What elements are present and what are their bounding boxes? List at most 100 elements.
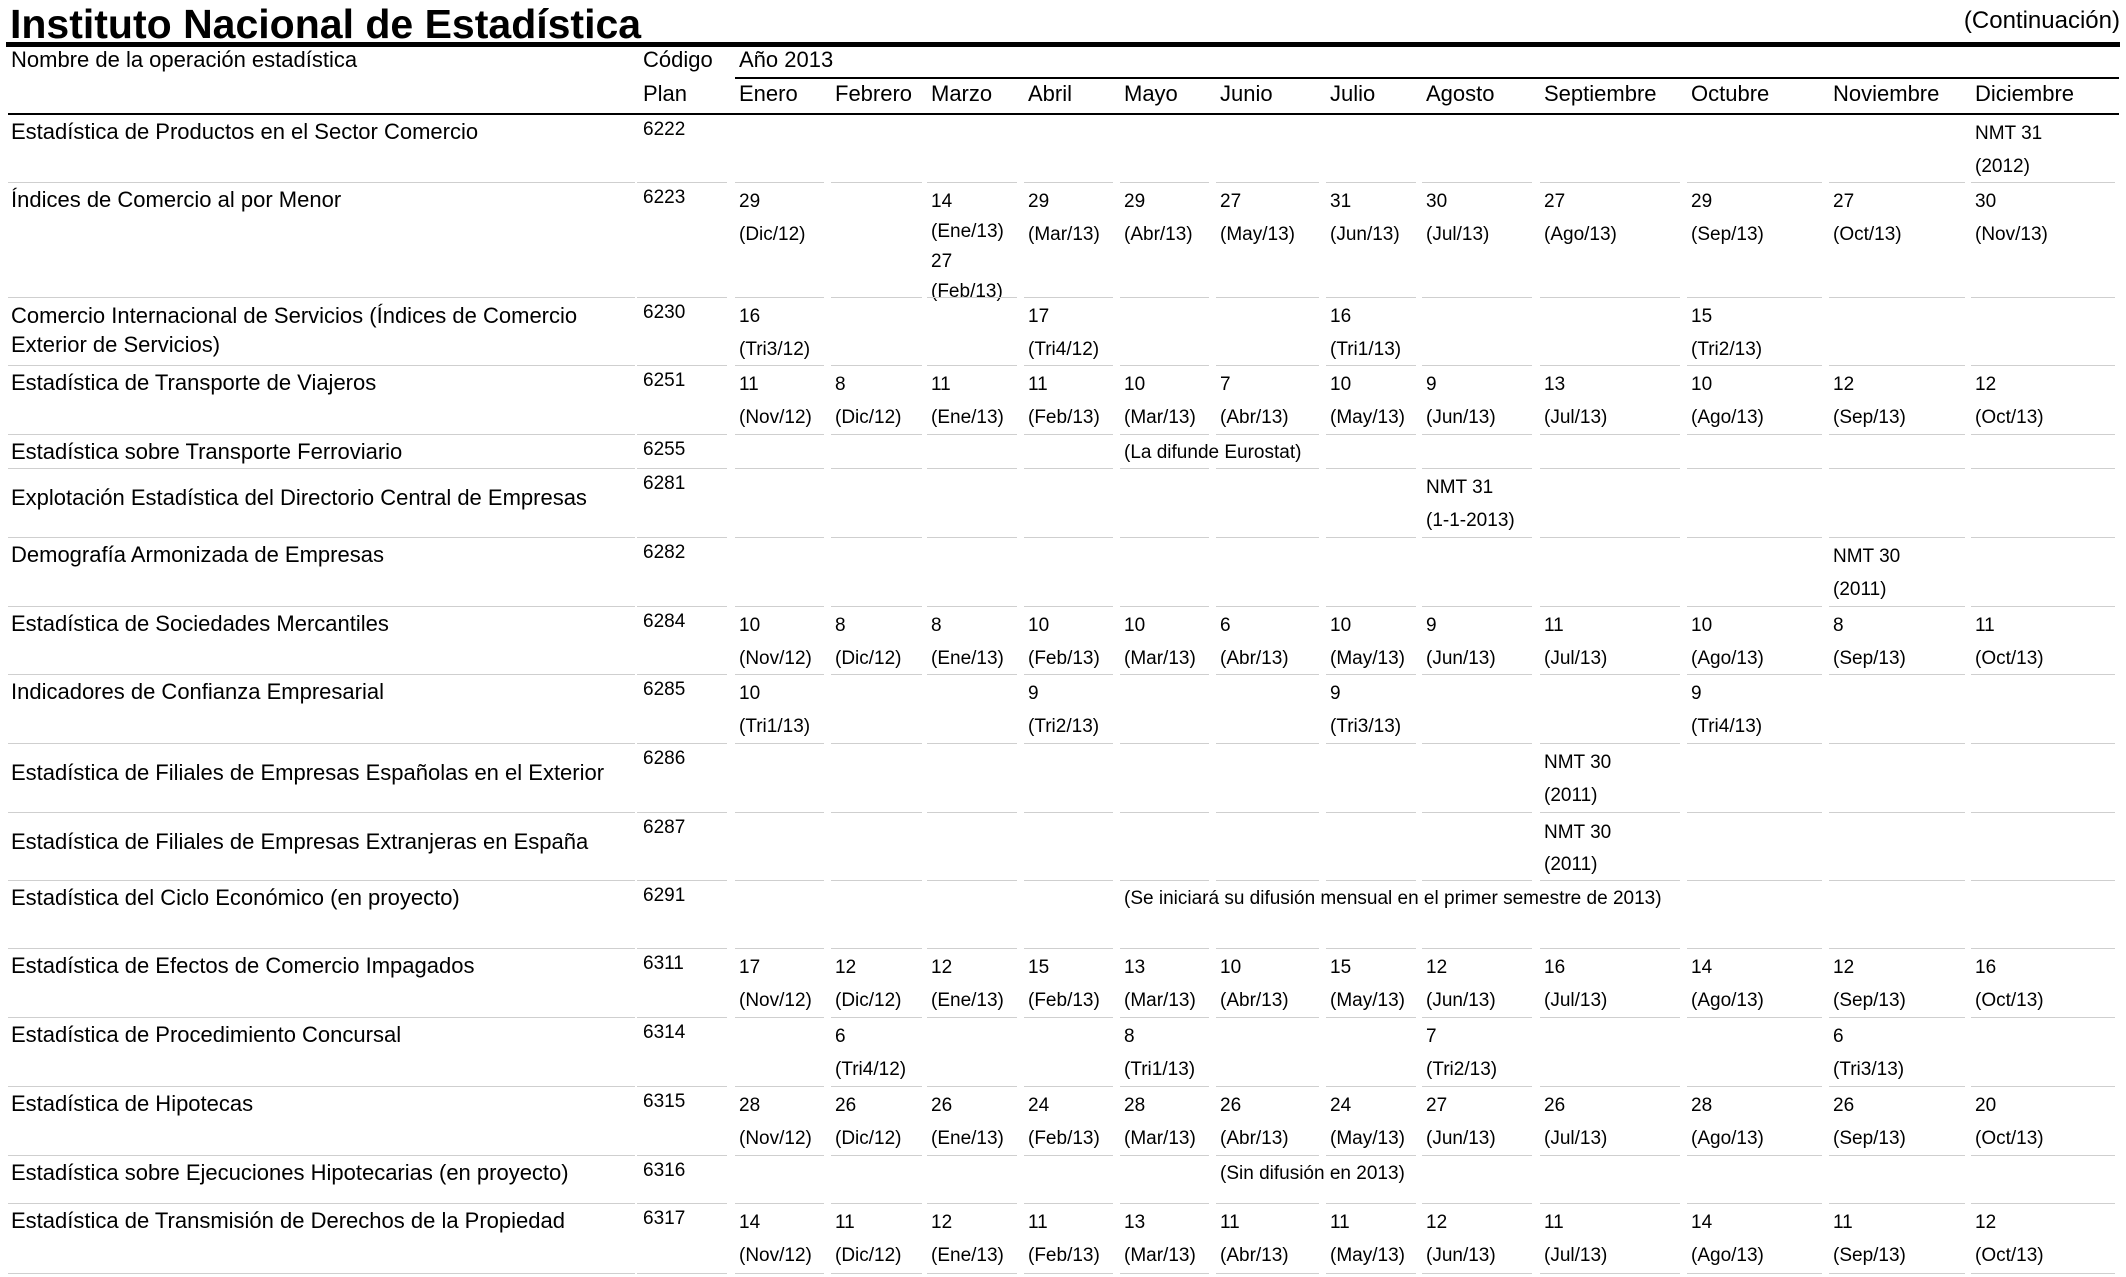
row-separator <box>1326 743 1416 744</box>
cell-value: 30 <box>1426 191 1448 212</box>
row-separator <box>1971 537 2115 538</box>
row-separator <box>1687 1203 1822 1204</box>
cell-value: (Ago/13) <box>1691 648 1764 669</box>
row-separator <box>735 297 824 298</box>
row-separator <box>1216 537 1319 538</box>
row-separator <box>8 948 635 949</box>
row-separator <box>1326 1203 1416 1204</box>
row-separator <box>1120 434 1209 435</box>
row-separator <box>1829 880 1965 881</box>
row-separator <box>1024 182 1113 183</box>
row-separator <box>1422 948 1532 949</box>
row-separator <box>927 606 1017 607</box>
row-separator <box>1024 537 1113 538</box>
cell-value: (Oct/13) <box>1975 648 2044 669</box>
row-separator <box>8 1155 635 1156</box>
row-separator <box>1829 1155 1965 1156</box>
row-separator <box>1540 434 1680 435</box>
month-rule <box>1216 113 1319 115</box>
cell-value: (Jun/13) <box>1330 224 1400 245</box>
row-separator <box>1687 1017 1822 1018</box>
cell-value: 12 <box>1975 374 1997 395</box>
page-title: Instituto Nacional de Estadística <box>10 1 642 47</box>
cell-value: 27 <box>1833 191 1855 212</box>
row-separator <box>1540 606 1680 607</box>
month-rule <box>1422 113 1532 115</box>
row-separator <box>1540 674 1680 675</box>
cell-value: 29 <box>739 191 761 212</box>
cell-value: 11 <box>1544 615 1564 636</box>
cell-value: 11 <box>1833 1212 1853 1233</box>
row-name: Estadística de Efectos de Comercio Impag… <box>11 953 475 978</box>
row-separator <box>1422 1086 1532 1087</box>
row-separator <box>1422 743 1532 744</box>
cell-value: 10 <box>739 683 761 704</box>
row-separator <box>1216 1155 1319 1156</box>
cell-value: 29 <box>1124 191 1146 212</box>
cell-value: (Sep/13) <box>1691 224 1764 245</box>
cell-value: (2011) <box>1544 854 1598 875</box>
row-separator <box>927 948 1017 949</box>
row-separator <box>637 743 727 744</box>
cell-value: (Ago/13) <box>1691 1245 1764 1266</box>
row-separator <box>1024 1203 1113 1204</box>
row-name: Estadística sobre Ejecuciones Hipotecari… <box>11 1160 569 1185</box>
row-separator <box>927 812 1017 813</box>
row-name: Estadística de Filiales de Empresas Espa… <box>11 760 605 785</box>
cell-value: 12 <box>931 957 953 978</box>
cell-value: 28 <box>1124 1095 1146 1116</box>
cell-value: 10 <box>1691 374 1713 395</box>
row-separator <box>1971 948 2115 949</box>
cell-value: 27 <box>1220 191 1242 212</box>
cell-value: (2012) <box>1975 156 2030 177</box>
cell-value: (Tri2/13) <box>1028 716 1100 737</box>
cell-value: 11 <box>1220 1212 1240 1233</box>
row-separator <box>735 1155 824 1156</box>
row-name: Estadística sobre Transporte Ferroviario <box>11 439 403 464</box>
row-separator <box>1024 1017 1113 1018</box>
cell-value: 9 <box>1691 683 1702 704</box>
cell-value: (Nov/12) <box>739 1245 812 1266</box>
row-code: 6315 <box>643 1091 686 1112</box>
row-separator <box>1540 743 1680 744</box>
row-separator <box>927 434 1017 435</box>
row-separator <box>1829 182 1965 183</box>
row-separator <box>735 1017 824 1018</box>
row-separator <box>1216 1086 1319 1087</box>
month-rule <box>1540 113 1680 115</box>
cell-value: 14 <box>1691 1212 1713 1233</box>
row-separator <box>1120 1086 1209 1087</box>
row-separator <box>637 182 727 183</box>
cell-value: NMT 31 <box>1975 123 2043 144</box>
cell-value: 16 <box>1544 957 1566 978</box>
cell-value: (Feb/13) <box>1028 1245 1100 1266</box>
row-separator <box>8 537 635 538</box>
cell-value: 26 <box>835 1095 857 1116</box>
row-separator <box>735 606 824 607</box>
row-separator <box>637 365 727 366</box>
row-code: 6291 <box>643 885 686 906</box>
row-separator <box>1540 1273 1680 1274</box>
row-separator <box>1687 182 1822 183</box>
month-rule <box>831 113 922 115</box>
row-separator <box>1971 434 2115 435</box>
row-separator <box>8 880 635 881</box>
row-separator <box>735 182 824 183</box>
cell-value: (May/13) <box>1330 1128 1405 1149</box>
row-separator <box>1422 182 1532 183</box>
cell-value: (May/13) <box>1330 407 1405 428</box>
row-separator <box>1120 880 1209 881</box>
row-code: 6255 <box>643 439 686 460</box>
row-separator <box>1216 434 1319 435</box>
row-separator <box>1540 1155 1680 1156</box>
row-separator <box>1326 1017 1416 1018</box>
row-separator <box>1422 880 1532 881</box>
cell-value: 8 <box>931 615 942 636</box>
row-separator <box>1024 1155 1113 1156</box>
cell-value: 14 <box>739 1212 761 1233</box>
cell-value: 11 <box>931 374 951 395</box>
row-name: Estadística de Procedimiento Concursal <box>11 1022 402 1047</box>
row-separator <box>1216 880 1319 881</box>
row-separator <box>1326 1086 1416 1087</box>
cell-value: 10 <box>739 615 761 636</box>
